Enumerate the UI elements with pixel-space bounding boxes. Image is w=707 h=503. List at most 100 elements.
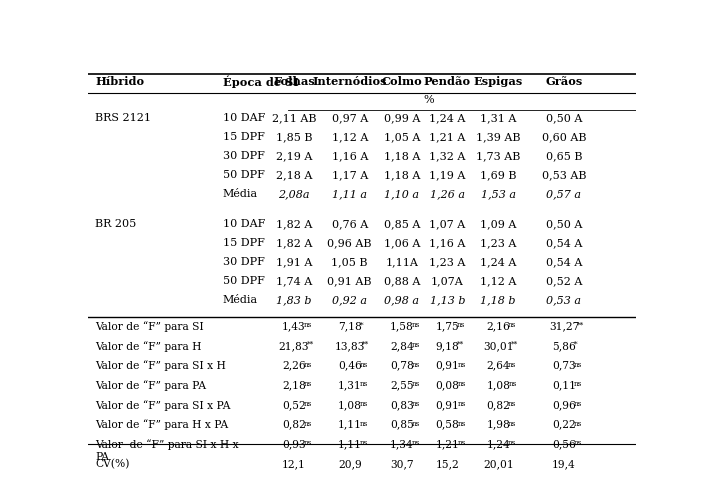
- Text: 1,24: 1,24: [486, 439, 510, 449]
- Text: 0,91 AB: 0,91 AB: [327, 276, 372, 286]
- Text: 0,92 a: 0,92 a: [332, 295, 367, 305]
- Text: 21,83: 21,83: [279, 341, 309, 351]
- Text: 0,50 A: 0,50 A: [546, 114, 582, 124]
- Text: 1,83 b: 1,83 b: [276, 295, 312, 305]
- Text: 1,07A: 1,07A: [431, 276, 464, 286]
- Text: ns: ns: [574, 420, 582, 428]
- Text: Valor de “F” para SI: Valor de “F” para SI: [95, 321, 204, 332]
- Text: 1,85 B: 1,85 B: [276, 132, 312, 142]
- Text: ns: ns: [304, 361, 312, 369]
- Text: 1,23 A: 1,23 A: [480, 238, 516, 248]
- Text: 0,82: 0,82: [282, 420, 306, 430]
- Text: 1,18 A: 1,18 A: [384, 170, 420, 180]
- Text: 10 DAF: 10 DAF: [223, 114, 265, 124]
- Text: 1,10 a: 1,10 a: [385, 189, 419, 199]
- Text: 0,58: 0,58: [436, 420, 460, 430]
- Text: 2,64: 2,64: [486, 361, 510, 371]
- Text: ns: ns: [411, 380, 420, 388]
- Text: Valor de “F” para PA: Valor de “F” para PA: [95, 380, 206, 391]
- Text: 0,53 a: 0,53 a: [547, 295, 581, 305]
- Text: CV(%): CV(%): [95, 459, 129, 469]
- Text: 1,73 AB: 1,73 AB: [476, 151, 520, 161]
- Text: 0,54 A: 0,54 A: [546, 238, 582, 248]
- Text: 15 DPF: 15 DPF: [223, 132, 264, 142]
- Text: 1,26 a: 1,26 a: [430, 189, 464, 199]
- Text: ns: ns: [508, 420, 517, 428]
- Text: 0,85: 0,85: [390, 420, 414, 430]
- Text: 1,53 a: 1,53 a: [481, 189, 515, 199]
- Text: 1,91 A: 1,91 A: [276, 257, 312, 267]
- Text: ns: ns: [457, 400, 465, 408]
- Text: 20,01: 20,01: [483, 459, 513, 469]
- Text: 2,19 A: 2,19 A: [276, 151, 312, 161]
- Text: %: %: [423, 95, 434, 105]
- Text: 0,97 A: 0,97 A: [332, 114, 368, 124]
- Text: 0,46: 0,46: [338, 361, 361, 371]
- Text: 0,56: 0,56: [552, 439, 575, 449]
- Text: ns: ns: [360, 361, 368, 369]
- Text: Valor  de “F” para SI x H x
PA: Valor de “F” para SI x H x PA: [95, 439, 238, 462]
- Text: BRS 2121: BRS 2121: [95, 114, 151, 124]
- Text: 15 DPF: 15 DPF: [223, 238, 264, 248]
- Text: 1,24 A: 1,24 A: [429, 114, 465, 124]
- Text: ns: ns: [304, 420, 312, 428]
- Text: ns: ns: [360, 380, 368, 388]
- Text: 0,52 A: 0,52 A: [546, 276, 582, 286]
- Text: ns: ns: [304, 439, 312, 447]
- Text: ns: ns: [508, 380, 517, 388]
- Text: ns: ns: [574, 380, 583, 388]
- Text: 1,69 B: 1,69 B: [480, 170, 517, 180]
- Text: 1,16 A: 1,16 A: [332, 151, 368, 161]
- Text: 30 DPF: 30 DPF: [223, 257, 264, 267]
- Text: 0,82: 0,82: [486, 400, 510, 410]
- Text: Média: Média: [223, 189, 258, 199]
- Text: 13,83: 13,83: [334, 341, 365, 351]
- Text: 2,84: 2,84: [390, 341, 414, 351]
- Text: 1,34: 1,34: [390, 439, 414, 449]
- Text: 1,05 B: 1,05 B: [332, 257, 368, 267]
- Text: ns: ns: [411, 341, 420, 349]
- Text: 0,85 A: 0,85 A: [384, 219, 420, 229]
- Text: ns: ns: [360, 420, 368, 428]
- Text: 1,18 A: 1,18 A: [384, 151, 420, 161]
- Text: ns: ns: [508, 321, 516, 329]
- Text: ns: ns: [360, 439, 368, 447]
- Text: 0,65 B: 0,65 B: [546, 151, 583, 161]
- Text: ns: ns: [304, 400, 312, 408]
- Text: Colmo: Colmo: [381, 76, 422, 87]
- Text: 1,82 A: 1,82 A: [276, 219, 312, 229]
- Text: 50 DPF: 50 DPF: [223, 170, 264, 180]
- Text: 1,12 A: 1,12 A: [480, 276, 516, 286]
- Text: 20,9: 20,9: [338, 459, 361, 469]
- Text: 0,96 AB: 0,96 AB: [327, 238, 372, 248]
- Text: 2,16: 2,16: [486, 321, 510, 331]
- Text: ns: ns: [574, 439, 582, 447]
- Text: 0,98 a: 0,98 a: [385, 295, 419, 305]
- Text: 2,26: 2,26: [282, 361, 305, 371]
- Text: 1,21: 1,21: [436, 439, 460, 449]
- Text: 1,08: 1,08: [486, 380, 510, 390]
- Text: 0,76 A: 0,76 A: [332, 219, 368, 229]
- Text: 2,55: 2,55: [390, 380, 414, 390]
- Text: 2,18 A: 2,18 A: [276, 170, 312, 180]
- Text: 7,18: 7,18: [338, 321, 362, 331]
- Text: 1,31 A: 1,31 A: [480, 114, 516, 124]
- Text: Época de SI: Época de SI: [223, 76, 298, 88]
- Text: ns: ns: [411, 439, 420, 447]
- Text: 0,88 A: 0,88 A: [384, 276, 420, 286]
- Text: ns: ns: [411, 420, 420, 428]
- Text: 31,27: 31,27: [549, 321, 579, 331]
- Text: 1,16 A: 1,16 A: [429, 238, 465, 248]
- Text: ns: ns: [457, 420, 465, 428]
- Text: 1,31: 1,31: [338, 380, 361, 390]
- Text: **: **: [511, 341, 518, 349]
- Text: ns: ns: [508, 361, 516, 369]
- Text: 2,11 AB: 2,11 AB: [271, 114, 316, 124]
- Text: 0,60 AB: 0,60 AB: [542, 132, 586, 142]
- Text: Média: Média: [223, 295, 258, 305]
- Text: 1,11: 1,11: [338, 439, 362, 449]
- Text: 1,09 A: 1,09 A: [480, 219, 516, 229]
- Text: BR 205: BR 205: [95, 219, 136, 229]
- Text: 2,18: 2,18: [282, 380, 306, 390]
- Text: *: *: [574, 341, 578, 349]
